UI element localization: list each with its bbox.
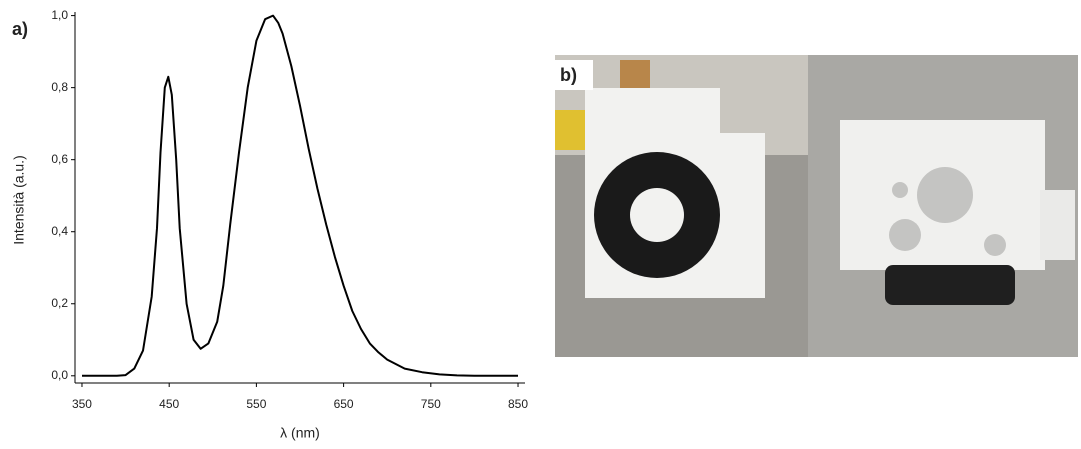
y-tick-label: 1,0 — [51, 8, 68, 22]
line — [82, 14, 518, 377]
x-tick-label: 450 — [159, 397, 179, 411]
panel-label: b) — [560, 65, 577, 85]
y-tick-label: 0,6 — [51, 152, 68, 166]
x-tick-label: 350 — [72, 397, 92, 411]
y-tick-label: 0,2 — [51, 296, 68, 310]
x-tick-label: 850 — [508, 397, 528, 411]
y-tick-label: 0,8 — [51, 80, 68, 94]
x-tick-label: 750 — [421, 397, 441, 411]
photos: b) — [555, 55, 1078, 357]
y-axis-label: Intensità (a.u.) — [11, 155, 27, 245]
x-tick-label: 550 — [246, 397, 266, 411]
y-tick-label: 0,0 — [51, 368, 68, 382]
panel-label: a) — [12, 19, 28, 39]
x-tick-label: 650 — [334, 397, 354, 411]
x-axis-label: λ (nm) — [280, 425, 320, 441]
y-tick-label: 0,4 — [51, 224, 68, 238]
